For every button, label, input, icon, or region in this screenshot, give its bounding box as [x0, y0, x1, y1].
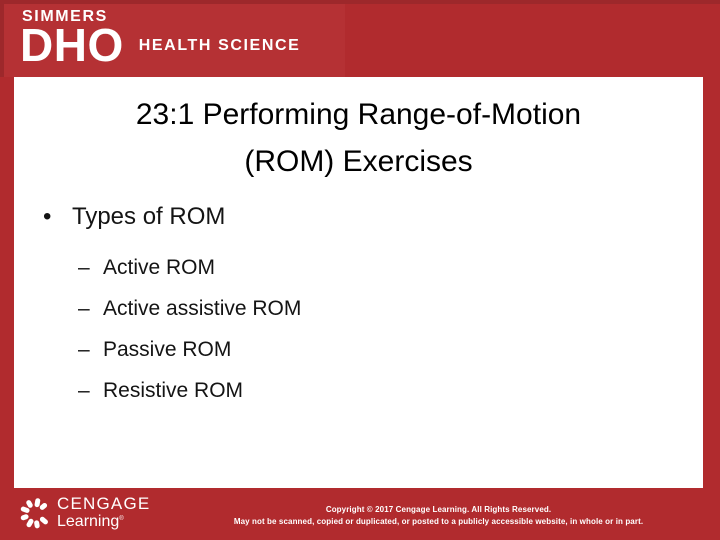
slide-title: 23:1 Performing Range-of-Motion (ROM) Ex…	[24, 91, 693, 185]
sub-bullet-label: Active assistive ROM	[103, 297, 302, 320]
sub-bullet-item: – Passive ROM	[14, 329, 703, 370]
copyright-notice: Copyright © 2017 Cengage Learning. All R…	[165, 504, 712, 528]
dash-marker: –	[78, 379, 90, 402]
pinwheel-mark	[33, 519, 40, 529]
bullet-dot-marker: •	[43, 203, 52, 230]
sub-bullet-item: – Resistive ROM	[14, 370, 703, 411]
dash-marker: –	[78, 338, 90, 361]
pinwheel-mark	[19, 513, 29, 521]
sub-bullet-label: Active ROM	[103, 256, 216, 279]
copyright-line-2: May not be scanned, copied or duplicated…	[233, 517, 644, 526]
pinwheel-mark	[38, 515, 49, 525]
slide-title-line-2: (ROM) Exercises	[244, 145, 473, 178]
slide-frame-left-edge	[0, 0, 4, 77]
slide-content-panel: 23:1 Performing Range-of-Motion (ROM) Ex…	[14, 77, 703, 488]
sub-bullet-item: – Active ROM	[14, 247, 703, 288]
cengage-pinwheel-icon	[17, 495, 53, 531]
dash-marker: –	[78, 256, 90, 279]
slide-title-line-1: 23:1 Performing Range-of-Motion	[135, 98, 582, 131]
sub-bullet-label: Resistive ROM	[103, 379, 244, 402]
sub-bullet-label: Passive ROM	[103, 338, 232, 361]
brand-series-label: SIMMERS	[22, 8, 108, 25]
cengage-name-label: CENGAGE	[57, 494, 151, 513]
brand-subtitle-label: HEALTH SCIENCE	[138, 37, 301, 54]
bullet-item-types-of-rom: • Types of ROM	[14, 203, 703, 231]
brand-dho-logotype: DHO	[20, 19, 124, 71]
bullet-item-label: Types of ROM	[72, 203, 226, 230]
copyright-line-1: Copyright © 2017 Cengage Learning. All R…	[325, 505, 552, 514]
registered-mark: ®	[119, 516, 124, 522]
dho-brand-block: SIMMERS DHO HEALTH SCIENCE	[4, 4, 345, 77]
cengage-learning-label: Learning®	[57, 512, 150, 530]
learning-text: Learning	[57, 513, 120, 530]
brand-row: DHO HEALTH SCIENCE	[20, 19, 345, 71]
dash-marker: –	[78, 297, 90, 320]
sub-bullet-item: – Active assistive ROM	[14, 288, 703, 329]
slide-frame-top-edge	[0, 0, 720, 4]
cengage-learning-wordmark: CENGAGE Learning®	[57, 494, 151, 530]
sub-bullet-list: – Active ROM – Active assistive ROM – Pa…	[14, 247, 703, 411]
